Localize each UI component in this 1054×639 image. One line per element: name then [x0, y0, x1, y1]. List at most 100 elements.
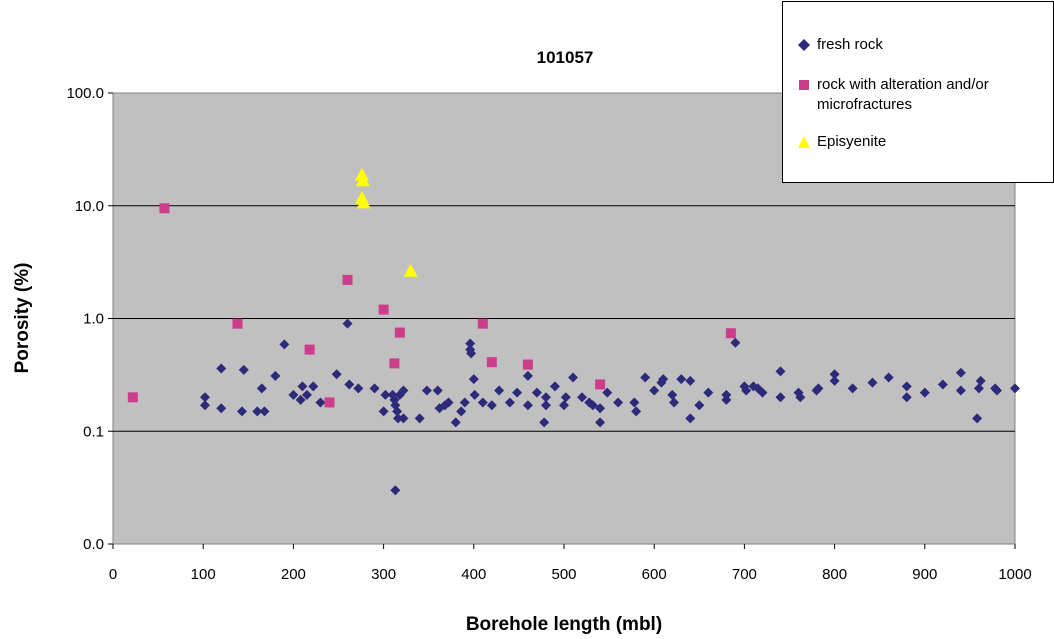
- fresh-rock-point: [279, 339, 290, 350]
- fresh-rock-point: [685, 413, 696, 424]
- fresh-rock-point: [847, 383, 858, 394]
- fresh-rock-point: [504, 397, 515, 408]
- fresh-rock-point: [883, 372, 894, 383]
- altered-rock-point: [232, 318, 243, 329]
- fresh-rock-point: [443, 397, 454, 408]
- fresh-rock-point: [398, 385, 409, 396]
- fresh-rock-point: [730, 337, 741, 348]
- fresh-rock-point: [721, 394, 732, 405]
- fresh-rock-point: [1010, 383, 1020, 394]
- fresh-rock-point: [450, 417, 461, 428]
- fresh-rock-point: [238, 364, 249, 375]
- fresh-rock-point: [631, 406, 642, 417]
- fresh-rock-point: [393, 413, 404, 424]
- fresh-rock-point: [259, 406, 270, 417]
- diamond-marker-icon: [798, 39, 810, 51]
- fresh-rock-point: [549, 381, 560, 392]
- x-tick-label: 0: [109, 566, 117, 583]
- fresh-rock-point: [297, 381, 308, 392]
- y-tick-label: 1.0: [83, 311, 104, 328]
- altered-rock-point: [342, 274, 353, 285]
- fresh-rock-point: [901, 381, 912, 392]
- fresh-rock-point: [390, 485, 401, 496]
- fresh-rock-point: [344, 379, 355, 390]
- fresh-rock-point: [539, 417, 550, 428]
- fresh-rock-point: [288, 389, 299, 400]
- fresh-rock-point: [975, 375, 986, 386]
- fresh-rock-point: [256, 383, 267, 394]
- legend-item-fresh-rock: fresh rock: [797, 35, 1027, 55]
- episyenite-point: [356, 195, 371, 209]
- altered-rock-point: [159, 203, 170, 214]
- gridlines: [113, 205, 1015, 432]
- data-points: [127, 167, 1020, 496]
- fresh-rock-point: [649, 385, 660, 396]
- fresh-rock-point: [613, 397, 624, 408]
- y-tick-label: 0.0: [83, 536, 104, 553]
- x-tick-label: 900: [912, 566, 937, 583]
- altered-rock-point: [725, 328, 736, 339]
- fresh-rock-point: [414, 413, 425, 424]
- fresh-rock-point: [658, 374, 669, 385]
- x-tick-label: 400: [461, 566, 486, 583]
- y-tick-label: 100.0: [66, 85, 104, 102]
- x-tick-label: 600: [642, 566, 667, 583]
- fresh-rock-point: [919, 387, 930, 398]
- fresh-rock-point: [775, 366, 786, 377]
- y-axis-title: Porosity (%): [12, 263, 33, 374]
- fresh-rock-point: [301, 389, 312, 400]
- altered-rock-point: [595, 379, 606, 390]
- fresh-rock-point: [331, 369, 342, 380]
- fresh-rock-point: [757, 387, 768, 398]
- fresh-rock-point: [252, 406, 263, 417]
- fresh-rock-point: [531, 387, 542, 398]
- fresh-rock-point: [602, 387, 613, 398]
- x-tick-label: 1000: [998, 566, 1031, 583]
- y-tick-label: 0.1: [83, 423, 104, 440]
- fresh-rock-point: [342, 318, 353, 329]
- x-tick-label: 500: [551, 566, 576, 583]
- episyenite-point: [403, 263, 418, 277]
- fresh-rock-point: [973, 383, 984, 394]
- y-tick-label: 10.0: [75, 198, 104, 215]
- legend-item-episyenite: Episyenite: [797, 132, 1027, 152]
- fresh-rock-point: [577, 392, 588, 403]
- fresh-rock-point: [369, 383, 380, 394]
- legend-label: fresh rock: [817, 36, 883, 53]
- square-marker-icon: [799, 80, 809, 90]
- episyenite-point: [355, 173, 370, 187]
- fresh-rock-point: [867, 377, 878, 388]
- fresh-rock-point: [829, 369, 840, 380]
- x-axis-ticks: 0 100 200 300 400 500 600 700 800 900 1000: [109, 544, 1032, 583]
- fresh-rock-point: [236, 406, 247, 417]
- fresh-rock-point: [568, 372, 579, 383]
- x-tick-label: 300: [371, 566, 396, 583]
- fresh-rock-point: [465, 338, 476, 349]
- x-axis-title: Borehole length (mbl): [466, 614, 662, 635]
- fresh-rock-point: [685, 375, 696, 386]
- fresh-rock-point: [380, 389, 391, 400]
- fresh-rock-point: [200, 392, 211, 403]
- legend-item-altered-rock: rock with alteration and/or microfractur…: [797, 75, 1027, 115]
- fresh-rock-point: [522, 400, 533, 411]
- fresh-rock-point: [595, 417, 606, 428]
- altered-rock-point: [477, 318, 488, 329]
- fresh-rock-point: [775, 392, 786, 403]
- y-axis-ticks: 0.0 0.1 1.0 10.0 100.0: [66, 85, 113, 553]
- altered-rock-point: [324, 397, 335, 408]
- fresh-rock-point: [676, 374, 687, 385]
- fresh-rock-point: [216, 363, 227, 374]
- fresh-rock-point: [559, 400, 569, 411]
- fresh-rock-point: [560, 392, 571, 403]
- fresh-rock-point: [587, 400, 598, 411]
- fresh-rock-point: [813, 383, 824, 394]
- fresh-rock-point: [456, 406, 467, 417]
- altered-rock-point: [389, 358, 400, 369]
- fresh-rock-point: [540, 400, 551, 411]
- fresh-rock-point: [353, 383, 364, 394]
- fresh-rock-point: [901, 392, 912, 403]
- x-tick-label: 700: [732, 566, 757, 583]
- fresh-rock-point: [829, 375, 840, 386]
- fresh-rock-point: [955, 367, 966, 378]
- altered-rock-point: [127, 392, 138, 403]
